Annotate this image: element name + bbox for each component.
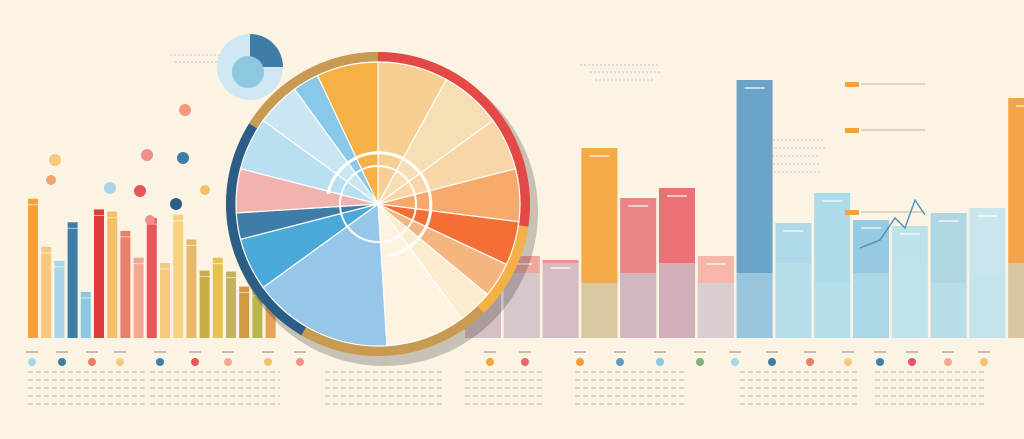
pie-chart bbox=[225, 52, 538, 366]
left-bar bbox=[54, 260, 65, 338]
data-dot-icon bbox=[104, 182, 116, 194]
data-dot-icon bbox=[46, 175, 56, 185]
left-bar bbox=[199, 270, 210, 338]
right-bar-lower bbox=[736, 273, 773, 338]
legend-dot bbox=[224, 358, 232, 366]
pie-dial-icon bbox=[326, 151, 433, 258]
right-bar-lower bbox=[659, 263, 695, 338]
right-bar-lower bbox=[581, 283, 618, 338]
legend-dot bbox=[768, 358, 776, 366]
legend-dot bbox=[486, 358, 494, 366]
legend-dot bbox=[576, 358, 584, 366]
left-bar bbox=[160, 263, 170, 338]
right-marker bbox=[845, 128, 859, 133]
legend-dot bbox=[191, 358, 199, 366]
right-bar-lower bbox=[891, 263, 928, 338]
data-dot-icon bbox=[145, 215, 155, 225]
legend-dot bbox=[88, 358, 96, 366]
left-bar bbox=[107, 211, 118, 338]
left-bar bbox=[94, 209, 104, 338]
legend-dot bbox=[616, 358, 624, 366]
legend-dot bbox=[944, 358, 952, 366]
pie-dial-ring bbox=[339, 165, 417, 243]
globe-slice bbox=[250, 34, 283, 67]
pie-slice bbox=[377, 201, 463, 347]
data-dot-icon bbox=[170, 198, 182, 210]
left-bar bbox=[212, 257, 223, 338]
right-marker bbox=[845, 210, 859, 215]
left-bar bbox=[120, 230, 131, 338]
legend-dot bbox=[116, 358, 124, 366]
right-bar-lower bbox=[853, 273, 889, 338]
legend-dot bbox=[296, 358, 304, 366]
pie-slice bbox=[262, 202, 388, 347]
right-bar-lower bbox=[503, 273, 540, 338]
legend-dot bbox=[58, 358, 66, 366]
left-bar bbox=[226, 271, 236, 338]
right-bar-lower bbox=[814, 283, 851, 338]
background-decoration bbox=[170, 34, 825, 173]
legend-dot bbox=[731, 358, 739, 366]
scatter-dots bbox=[46, 104, 210, 225]
legend-dot bbox=[696, 358, 704, 366]
globe-inner bbox=[232, 56, 264, 88]
right-bar-lower bbox=[969, 273, 1006, 338]
left-bar bbox=[186, 239, 197, 338]
legend-dot bbox=[806, 358, 814, 366]
data-dot-icon bbox=[49, 154, 61, 166]
left-bar bbox=[252, 289, 263, 338]
right-bar-lower bbox=[542, 263, 579, 338]
right-bar-lower bbox=[1008, 263, 1024, 338]
data-dot-icon bbox=[141, 149, 153, 161]
legend-dot bbox=[876, 358, 884, 366]
left-bar bbox=[146, 218, 157, 338]
data-dot-icon bbox=[134, 185, 146, 197]
data-dot-icon bbox=[200, 185, 210, 195]
left-bar bbox=[28, 198, 38, 338]
legend-dot bbox=[264, 358, 272, 366]
legend-dot bbox=[28, 358, 36, 366]
left-bar bbox=[67, 222, 78, 338]
legend-dot bbox=[980, 358, 988, 366]
left-bar bbox=[41, 246, 52, 338]
legend-dot bbox=[844, 358, 852, 366]
right-bar-lower bbox=[697, 283, 734, 338]
trend-line bbox=[859, 198, 926, 249]
left-bar bbox=[173, 214, 184, 338]
right-marker bbox=[845, 82, 859, 87]
legend-dot bbox=[908, 358, 916, 366]
legend-dot bbox=[521, 358, 529, 366]
legend-dot bbox=[656, 358, 664, 366]
right-bar-chart bbox=[465, 80, 1024, 338]
data-dot-icon bbox=[177, 152, 189, 164]
left-bar bbox=[80, 291, 91, 338]
left-bar bbox=[133, 257, 144, 338]
legend-rows bbox=[26, 351, 990, 405]
left-bar-chart bbox=[27, 198, 277, 338]
legend-dot bbox=[156, 358, 164, 366]
data-dot-icon bbox=[179, 104, 191, 116]
right-bar-lower bbox=[775, 263, 812, 338]
right-bar-lower bbox=[620, 273, 657, 338]
left-bar bbox=[239, 286, 250, 338]
right-bar-lower bbox=[930, 283, 967, 338]
